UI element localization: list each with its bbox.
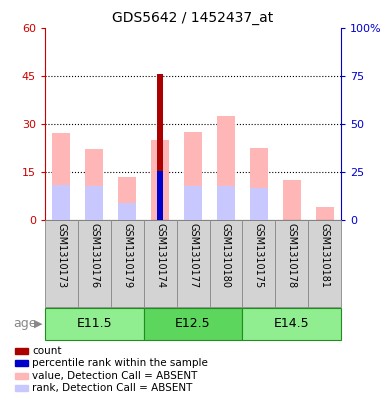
Text: GSM1310180: GSM1310180 [221, 223, 231, 288]
Bar [85, 149, 103, 220]
Text: GSM1310175: GSM1310175 [254, 223, 264, 288]
Bar [144, 220, 177, 307]
Bar [118, 177, 136, 220]
Text: ▶: ▶ [34, 318, 43, 329]
Title: GDS5642 / 1452437_at: GDS5642 / 1452437_at [112, 11, 274, 25]
Bar [78, 220, 111, 307]
Bar [184, 186, 202, 220]
Bar [15, 360, 28, 366]
Bar [15, 385, 28, 391]
Text: E11.5: E11.5 [76, 317, 112, 330]
Bar [45, 220, 78, 307]
Bar [144, 308, 243, 340]
Bar [52, 185, 70, 220]
Text: GSM1310176: GSM1310176 [89, 223, 99, 288]
Bar [118, 203, 136, 220]
Bar [250, 188, 268, 220]
Bar [45, 308, 144, 340]
Text: GSM1310178: GSM1310178 [287, 223, 297, 288]
Text: GSM1310173: GSM1310173 [56, 223, 66, 288]
Bar [177, 220, 209, 307]
Bar [275, 220, 308, 307]
Text: age: age [14, 317, 37, 330]
Bar [243, 220, 275, 307]
Bar [217, 116, 235, 220]
Bar [151, 140, 169, 220]
Bar [283, 180, 301, 220]
Text: value, Detection Call = ABSENT: value, Detection Call = ABSENT [32, 371, 197, 381]
Text: percentile rank within the sample: percentile rank within the sample [32, 358, 208, 368]
Bar [85, 186, 103, 220]
Bar [15, 373, 28, 379]
Bar [157, 74, 163, 220]
Bar [157, 171, 163, 220]
Bar [15, 348, 28, 354]
Text: count: count [32, 346, 62, 356]
Bar [111, 220, 144, 307]
Text: E12.5: E12.5 [175, 317, 211, 330]
Text: GSM1310179: GSM1310179 [122, 223, 132, 288]
Bar [217, 186, 235, 220]
Bar [184, 132, 202, 220]
Text: E14.5: E14.5 [274, 317, 310, 330]
Text: rank, Detection Call = ABSENT: rank, Detection Call = ABSENT [32, 383, 193, 393]
Bar [243, 308, 341, 340]
Bar [209, 220, 243, 307]
Bar [316, 207, 334, 220]
Bar [250, 148, 268, 220]
Text: GSM1310181: GSM1310181 [320, 223, 330, 288]
Bar [308, 220, 341, 307]
Text: GSM1310177: GSM1310177 [188, 223, 198, 288]
Text: GSM1310174: GSM1310174 [155, 223, 165, 288]
Bar [52, 133, 70, 220]
